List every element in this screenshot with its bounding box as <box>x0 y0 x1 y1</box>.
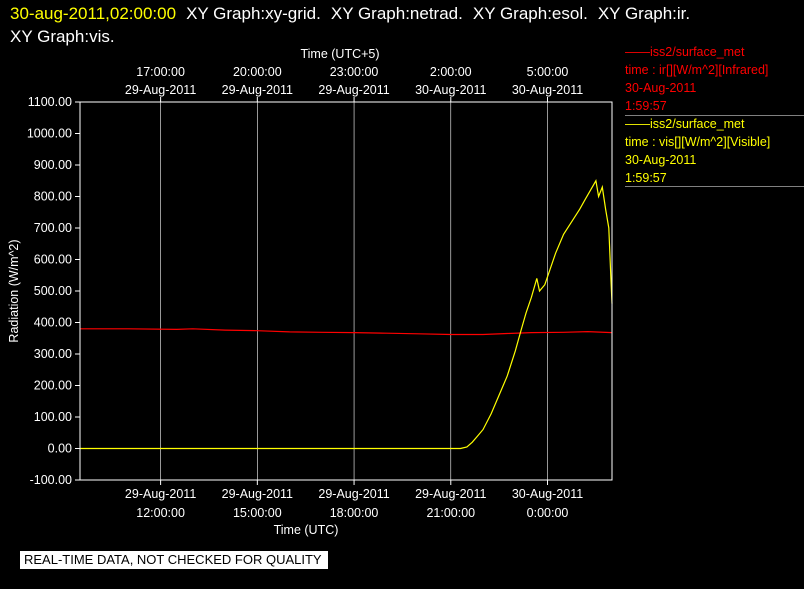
graph-name-ir[interactable]: XY Graph:ir. <box>597 4 691 23</box>
legend-time: 1:59:57 <box>625 171 667 185</box>
x2-tick-date: 30-Aug-2011 <box>512 83 583 97</box>
grid-lines <box>160 102 548 480</box>
legend-station: ——iss2/surface_met <box>625 117 745 131</box>
legend-entry-vis[interactable]: ——iss2/surface_met time : vis[][W/m^2][V… <box>625 115 804 187</box>
x2-tick-date: 29-Aug-2011 <box>125 83 196 97</box>
graph-title-line-1: 30-aug-2011,02:00:00 XY Graph:xy-grid. XY … <box>10 3 700 24</box>
quality-disclaimer-banner: REAL-TIME DATA, NOT CHECKED FOR QUALITY <box>20 551 328 569</box>
x2-tick-date: 29-Aug-2011 <box>318 83 389 97</box>
x-tick-date: 29-Aug-2011 <box>318 487 389 501</box>
y-tick-label: 500.00 <box>34 284 72 298</box>
legend-date: 30-Aug-2011 <box>625 153 697 167</box>
x-tick-time: 18:00:00 <box>330 506 379 520</box>
y-tick-label: -100.00 <box>30 473 72 487</box>
x-tick-labels: 29-Aug-2011 12:00:00 29-Aug-2011 15:00:00 29… <box>125 487 583 520</box>
y-tick-label: 0.00 <box>48 442 72 456</box>
series-line-vis <box>80 179 613 450</box>
y-tick-label: 800.00 <box>34 190 72 204</box>
x-tick-time: 15:00:00 <box>233 506 282 520</box>
y-tick-labels: -100.00 0.00 100.00 200.00 300.00 400.00 500.0… <box>27 95 72 487</box>
plot-frame <box>79 101 613 481</box>
graph-name-esol[interactable]: XY Graph:esol. <box>472 4 588 23</box>
y-tick-label: 1100.00 <box>28 95 72 109</box>
x2-tick-time: 2:00:00 <box>430 65 472 79</box>
x2-tick-labels: 17:00:00 29-Aug-2011 20:00:00 29-Aug-2011 23… <box>125 65 583 97</box>
x2-tick-time: 17:00:00 <box>136 65 185 79</box>
x-tick-time: 0:00:00 <box>527 506 569 520</box>
y-tick-label: 700.00 <box>34 221 72 235</box>
y-tick-label: 400.00 <box>34 316 72 330</box>
graph-name-vis[interactable]: XY Graph:vis. <box>10 27 115 46</box>
x-tick-date: 30-Aug-2011 <box>512 487 583 501</box>
legend-field: time : vis[][W/m^2][Visible] <box>625 135 771 149</box>
legend-separator <box>625 186 804 187</box>
axes <box>75 97 613 485</box>
timestamp: 30-aug-2011,02:00:00 <box>10 4 177 23</box>
legend-separator <box>625 115 804 116</box>
y-tick-label: 300.00 <box>34 347 72 361</box>
series-lines <box>80 179 613 450</box>
x2-tick-time: 23:00:00 <box>330 65 379 79</box>
x-tick-time: 12:00:00 <box>136 506 185 520</box>
y-axis-label: Radiation (W/m^2) <box>7 239 21 342</box>
legend-time: 1:59:57 <box>625 99 667 113</box>
graph-title-line-2: XY Graph:vis. <box>10 26 125 47</box>
x-tick-date: 29-Aug-2011 <box>222 487 293 501</box>
x2-tick-date: 30-Aug-2011 <box>415 83 486 97</box>
x2-tick-time: 20:00:00 <box>233 65 282 79</box>
graph-name-xy-grid[interactable]: XY Graph:xy-grid. <box>186 4 321 23</box>
x-tick-time: 21:00:00 <box>426 506 475 520</box>
x2-tick-date: 29-Aug-2011 <box>222 83 293 97</box>
series-line-ir <box>80 328 613 336</box>
x2-tick-time: 5:00:00 <box>527 65 569 79</box>
y-tick-label: 100.00 <box>34 410 72 424</box>
x-axis-label: Time (UTC) <box>274 523 339 537</box>
y-tick-label: 600.00 <box>34 253 72 267</box>
legend-date: 30-Aug-2011 <box>625 81 697 95</box>
graph-name-netrad[interactable]: XY Graph:netrad. <box>330 4 463 23</box>
x-tick-date: 29-Aug-2011 <box>125 487 196 501</box>
x-tick-date: 29-Aug-2011 <box>415 487 486 501</box>
legend-entry-ir[interactable]: ——iss2/surface_met time : ir[][W/m^2][In… <box>625 43 804 116</box>
legend-station: ——iss2/surface_met <box>625 45 745 59</box>
x2-axis-label: Time (UTC+5) <box>300 47 379 61</box>
y-tick-label: 200.00 <box>34 379 72 393</box>
y-tick-label: 900.00 <box>34 158 72 172</box>
y-tick-label: 1000.00 <box>27 127 72 141</box>
legend-field: time : ir[][W/m^2][Infrared] <box>625 63 769 77</box>
